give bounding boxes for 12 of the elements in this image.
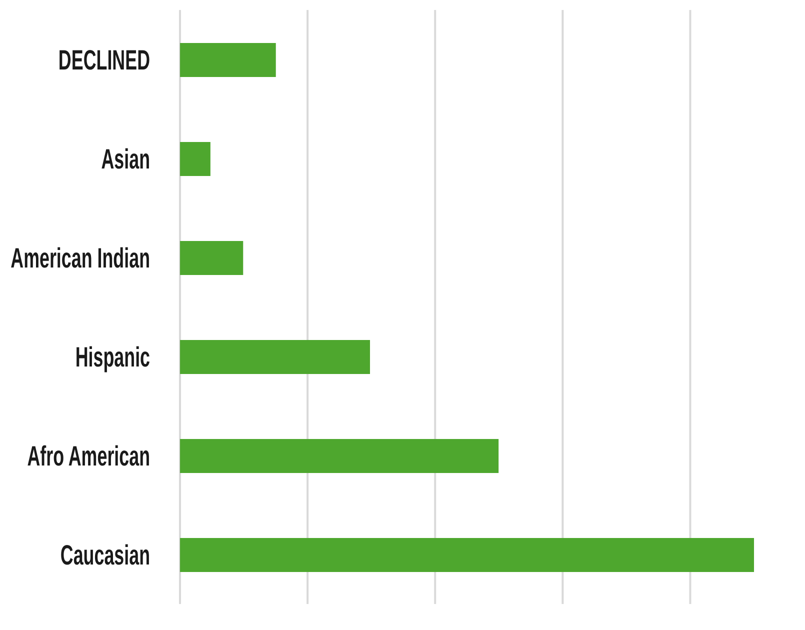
y-tick-label: DECLINED	[58, 44, 150, 76]
y-tick-label: Caucasian	[60, 540, 150, 571]
bar	[180, 340, 370, 374]
bar	[180, 241, 244, 275]
y-tick-label: American Indian	[10, 242, 150, 274]
y-tick-label: Afro American	[27, 440, 150, 472]
bar	[180, 538, 754, 572]
y-tick-label: Hispanic	[75, 342, 150, 373]
bar	[180, 142, 210, 176]
y-tick-label: Asian	[101, 144, 150, 175]
bar	[180, 43, 276, 77]
bar	[180, 439, 499, 473]
